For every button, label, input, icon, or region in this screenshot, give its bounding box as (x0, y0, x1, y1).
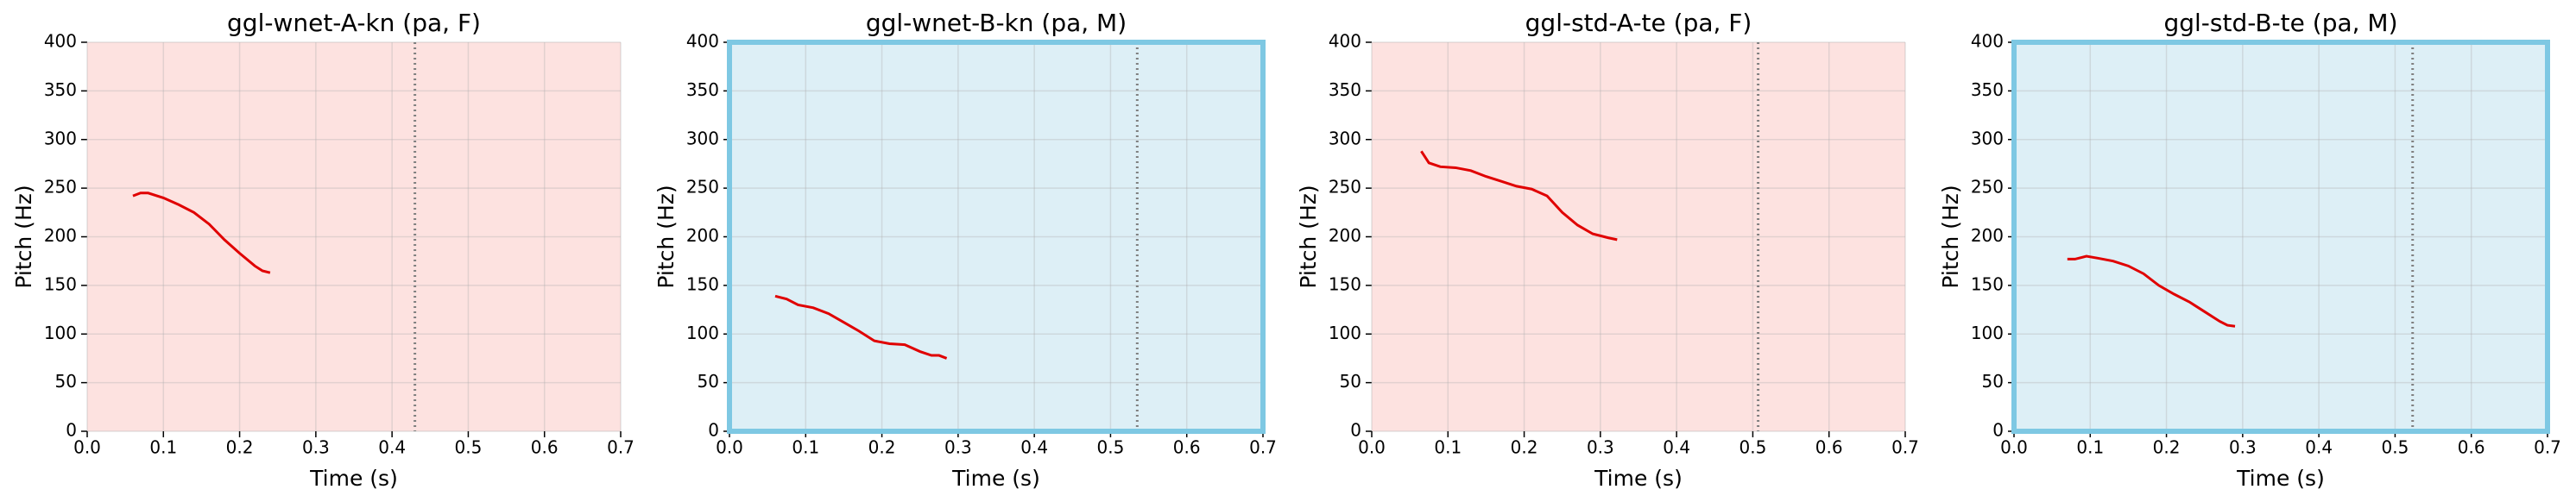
x-tick-label: 0.5 (2382, 437, 2409, 458)
y-tick-label: 0 (708, 420, 719, 441)
y-tick-label: 200 (1329, 225, 1361, 246)
y-tick-label: 350 (686, 79, 719, 100)
x-tick-label: 0.5 (1097, 437, 1125, 458)
x-tick-label: 0.7 (1891, 437, 1919, 458)
y-tick-label: 350 (1971, 79, 2004, 100)
x-tick-label: 0.2 (2153, 437, 2181, 458)
y-axis-label: Pitch (Hz) (653, 185, 679, 288)
y-tick-label: 100 (44, 323, 77, 343)
pitch-line (2067, 254, 2236, 328)
x-tick-label: 0.6 (1173, 437, 1201, 458)
x-tick-label: 0.4 (1020, 437, 1048, 458)
x-tick-label: 0.5 (1739, 437, 1767, 458)
x-tick-label: 0.3 (302, 437, 330, 458)
y-tick-label: 250 (1971, 177, 2004, 198)
x-tick-label: 0.0 (1358, 437, 1386, 458)
x-tick-label: 0.0 (73, 437, 101, 458)
panel-border (727, 40, 1266, 434)
panel: 0 50 100 150 200 250 300 350 400 0.0 0.1 0.2 0.3 0.4 0… (653, 9, 1277, 491)
x-tick-label: 0.3 (1587, 437, 1614, 458)
x-tick-label: 0.3 (2229, 437, 2257, 458)
chart-title: ggl-std-A-te (pa, F) (1525, 9, 1752, 37)
y-tick-label: 50 (1982, 371, 2004, 392)
x-tick-label: 0.1 (2076, 437, 2104, 458)
y-tick-label: 200 (1971, 225, 2004, 246)
pitch-line (774, 294, 948, 360)
y-tick-label: 100 (1329, 323, 1361, 343)
y-tick-label: 350 (1329, 79, 1361, 100)
x-axis-label: Time (s) (951, 466, 1040, 491)
pitch-line (1420, 150, 1618, 242)
x-tick-label: 0.2 (868, 437, 896, 458)
y-tick-label: 0 (1992, 420, 2004, 441)
y-tick-label: 250 (44, 177, 77, 198)
panel: 0 50 100 150 200 250 300 350 400 0.0 0.1 0.2 0.3 0.4 0… (1296, 9, 1919, 491)
plot-background (1372, 42, 1905, 431)
x-tick-label: 0.4 (1663, 437, 1690, 458)
y-tick-label: 300 (1329, 128, 1361, 148)
y-tick-label: 300 (686, 128, 719, 148)
x-tick-label: 0.7 (2534, 437, 2561, 458)
x-tick-label: 0.1 (792, 437, 819, 458)
y-tick-label: 150 (686, 273, 719, 294)
y-tick-label: 250 (686, 177, 719, 198)
y-tick-label: 300 (44, 128, 77, 148)
y-tick-label: 50 (1340, 371, 1361, 392)
plot-background (2014, 42, 2548, 431)
plot-background (87, 42, 621, 431)
x-tick-label: 0.7 (1249, 437, 1277, 458)
x-tick-label: 0.0 (2000, 437, 2028, 458)
x-tick-label: 0.6 (2458, 437, 2485, 458)
y-tick-label: 150 (1971, 273, 2004, 294)
x-tick-label: 0.6 (1815, 437, 1843, 458)
y-tick-label: 200 (686, 225, 719, 246)
y-tick-label: 50 (698, 371, 719, 392)
chart-title: ggl-std-B-te (pa, M) (2163, 9, 2397, 37)
panel-border (2011, 40, 2550, 434)
y-tick-label: 400 (44, 31, 77, 52)
x-tick-label: 0.3 (944, 437, 972, 458)
y-tick-label: 100 (1971, 323, 2004, 343)
y-tick-label: 400 (686, 31, 719, 52)
x-tick-label: 0.1 (1434, 437, 1462, 458)
x-tick-label: 0.7 (607, 437, 635, 458)
y-tick-label: 150 (44, 273, 77, 294)
x-axis-label: Time (s) (2236, 466, 2325, 491)
x-tick-label: 0.4 (378, 437, 406, 458)
panel: 0 50 100 150 200 250 300 350 400 0.0 0.1 0.2 0.3 0.4 0… (11, 9, 635, 491)
x-tick-label: 0.2 (1511, 437, 1538, 458)
y-tick-label: 0 (66, 420, 77, 441)
x-tick-label: 0.6 (531, 437, 559, 458)
x-tick-label: 0.4 (2305, 437, 2333, 458)
y-axis-label: Pitch (Hz) (1938, 185, 1963, 288)
plot-background (729, 42, 1263, 431)
y-axis-label: Pitch (Hz) (11, 185, 36, 288)
panel: 0 50 100 150 200 250 300 350 400 0.0 0.1 0.2 0.3 0.4 0… (1938, 9, 2561, 491)
y-tick-label: 400 (1971, 31, 2004, 52)
x-tick-label: 0.2 (226, 437, 254, 458)
y-tick-label: 50 (55, 371, 77, 392)
x-tick-label: 0.1 (149, 437, 177, 458)
y-tick-label: 0 (1350, 420, 1361, 441)
y-tick-label: 400 (1329, 31, 1361, 52)
y-tick-label: 350 (44, 79, 77, 100)
chart-title: ggl-wnet-B-kn (pa, M) (866, 9, 1127, 37)
x-tick-label: 0.5 (455, 437, 483, 458)
y-tick-label: 200 (44, 225, 77, 246)
x-axis-label: Time (s) (1594, 466, 1683, 491)
y-tick-label: 250 (1329, 177, 1361, 198)
pitch-line (132, 191, 271, 274)
chart-title: ggl-wnet-A-kn (pa, F) (227, 9, 481, 37)
x-axis-label: Time (s) (309, 466, 398, 491)
y-axis-label: Pitch (Hz) (1296, 185, 1321, 288)
y-tick-label: 300 (1971, 128, 2004, 148)
y-tick-label: 100 (686, 323, 719, 343)
y-tick-label: 150 (1329, 273, 1361, 294)
x-tick-label: 0.0 (716, 437, 743, 458)
